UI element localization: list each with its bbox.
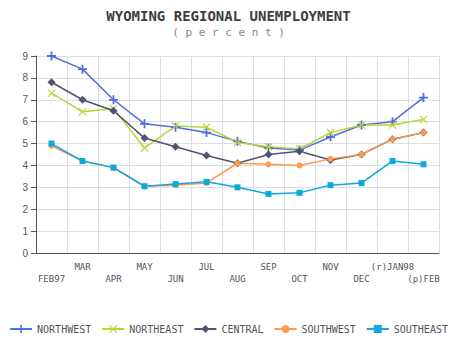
- svg-text:SOUTHWEST: SOUTHWEST: [302, 324, 356, 335]
- svg-text:DEC: DEC: [353, 274, 369, 284]
- svg-text:2: 2: [22, 204, 28, 215]
- svg-text:1: 1: [22, 226, 28, 237]
- svg-text:8: 8: [22, 72, 28, 83]
- svg-text:AUG: AUG: [229, 274, 245, 284]
- svg-text:SEP: SEP: [260, 262, 277, 272]
- svg-text:3: 3: [22, 182, 28, 193]
- svg-text:SOUTHEAST: SOUTHEAST: [394, 324, 448, 335]
- svg-text:MAR: MAR: [74, 262, 91, 272]
- svg-text:CENTRAL: CENTRAL: [221, 324, 263, 335]
- svg-text:FEB97: FEB97: [38, 274, 65, 284]
- svg-text:APR: APR: [105, 274, 122, 284]
- svg-text:0: 0: [22, 248, 28, 259]
- svg-text:7: 7: [22, 94, 28, 105]
- svg-text:( p e r c e n t ): ( p e r c e n t ): [172, 26, 285, 39]
- svg-text:4: 4: [22, 160, 28, 171]
- svg-text:NORTHEAST: NORTHEAST: [129, 324, 183, 335]
- svg-text:NOV: NOV: [322, 262, 339, 272]
- svg-text:5: 5: [22, 138, 28, 149]
- svg-text:JUN: JUN: [167, 274, 183, 284]
- svg-text:OCT: OCT: [291, 274, 308, 284]
- svg-text:WYOMING REGIONAL UNEMPLOYMENT: WYOMING REGIONAL UNEMPLOYMENT: [106, 8, 350, 24]
- svg-text:6: 6: [22, 116, 28, 127]
- svg-text:NORTHWEST: NORTHWEST: [37, 324, 91, 335]
- svg-text:(r)JAN98: (r)JAN98: [371, 262, 414, 272]
- svg-text:9: 9: [22, 51, 28, 62]
- svg-text:(p)FEB: (p)FEB: [407, 274, 440, 284]
- svg-text:JUL: JUL: [198, 262, 214, 272]
- svg-text:MAY: MAY: [136, 262, 153, 272]
